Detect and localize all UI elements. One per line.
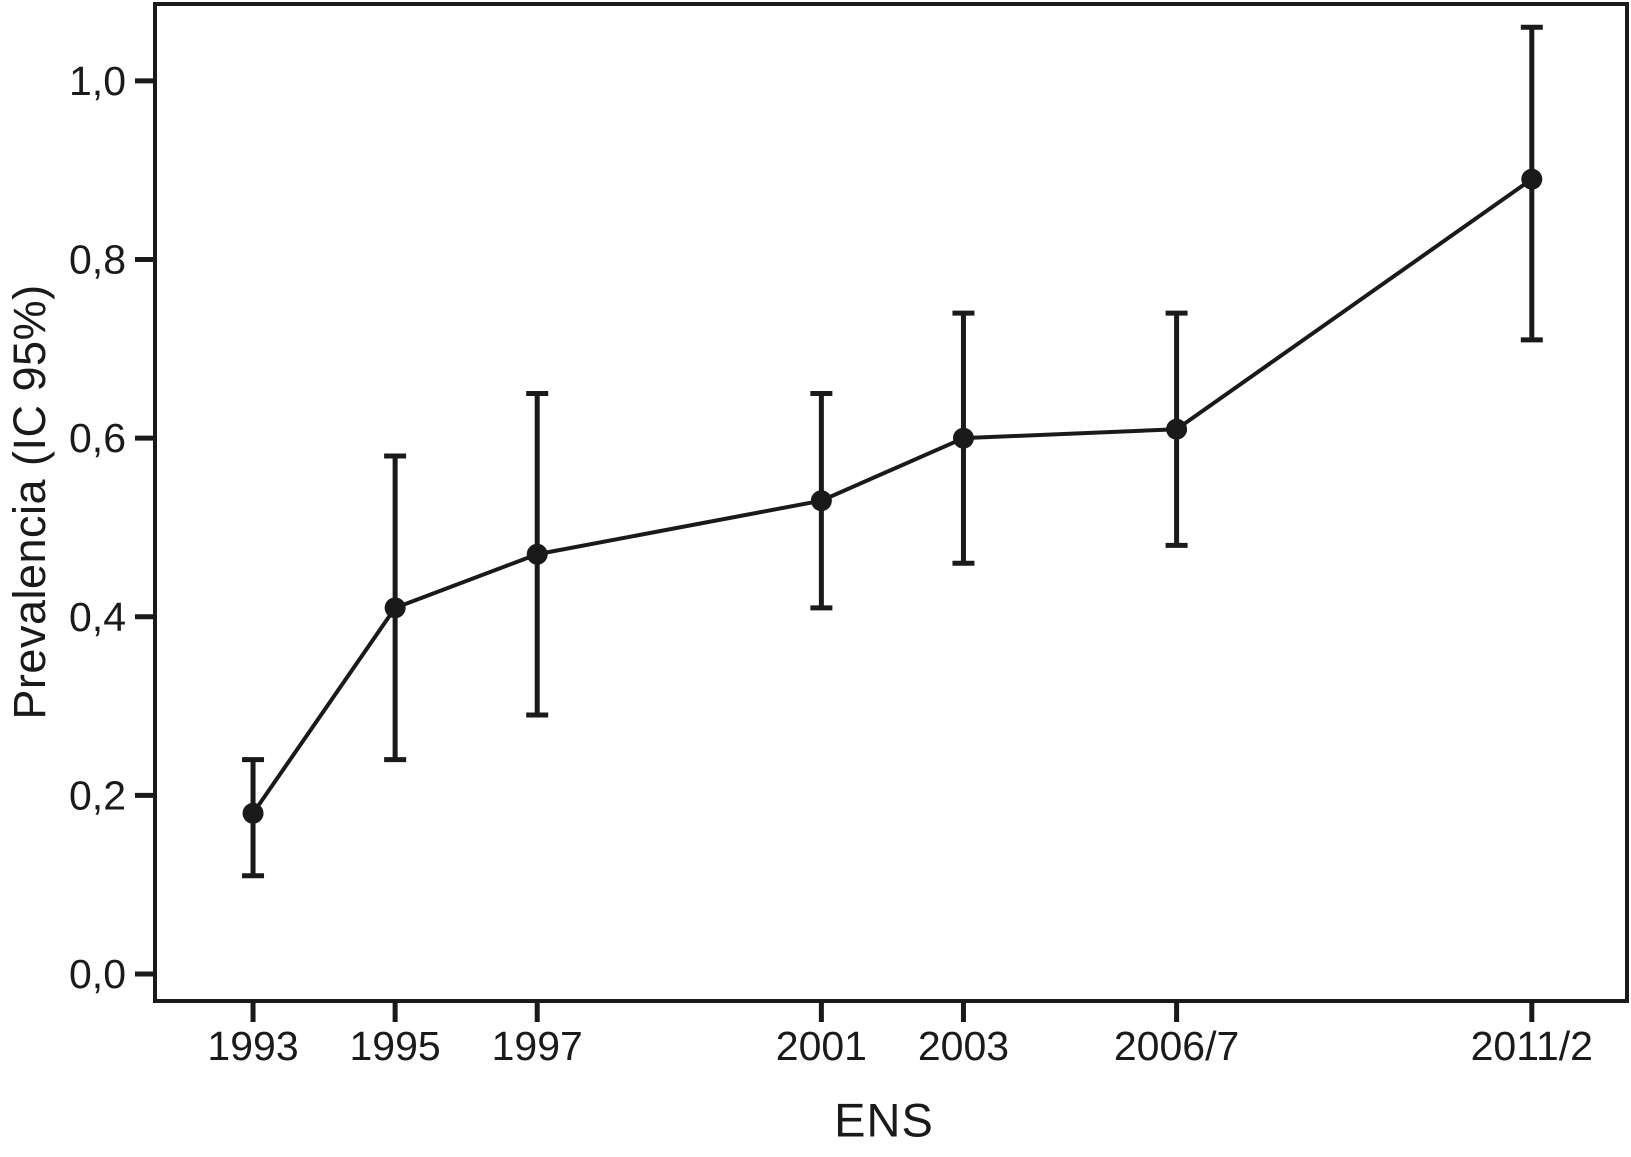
data-point-marker bbox=[384, 597, 406, 619]
data-point-marker bbox=[242, 802, 264, 824]
x-axis-title: ENS bbox=[834, 1093, 934, 1147]
data-point-marker bbox=[810, 490, 832, 512]
y-tick-label: 0,8 bbox=[69, 237, 126, 283]
y-tick-label: 0,4 bbox=[69, 594, 126, 640]
data-point-marker bbox=[1521, 168, 1543, 190]
x-tick-label: 1995 bbox=[350, 1023, 441, 1069]
plot-frame bbox=[153, 2, 1629, 1003]
y-tick-label: 0,6 bbox=[69, 415, 126, 461]
data-point-marker bbox=[952, 427, 974, 449]
data-point-marker bbox=[1166, 418, 1188, 440]
trend-line bbox=[251, 177, 1533, 815]
y-tick-label: 1,0 bbox=[69, 58, 126, 104]
x-tick-label: 2001 bbox=[776, 1023, 867, 1069]
x-tick-label: 2011/2 bbox=[1471, 1023, 1593, 1069]
x-tick-label: 2003 bbox=[918, 1023, 1009, 1069]
data-point-marker bbox=[526, 543, 548, 565]
x-tick-label: 2006/7 bbox=[1114, 1023, 1239, 1069]
y-tick-label: 0,2 bbox=[69, 772, 126, 818]
y-tick-label: 0,0 bbox=[69, 951, 126, 997]
x-tick-label: 1997 bbox=[492, 1023, 583, 1069]
y-axis-title: Prevalencia (IC 95%) bbox=[4, 284, 55, 720]
x-tick-label: 1993 bbox=[207, 1023, 298, 1069]
